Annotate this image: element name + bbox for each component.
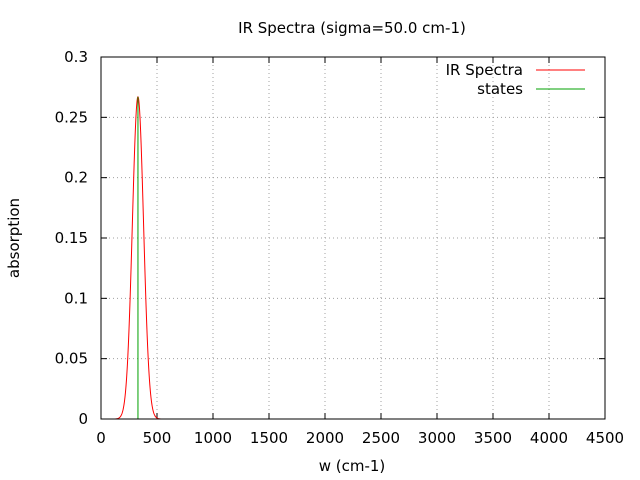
x-tick-label: 3500 <box>474 429 512 447</box>
x-tick-label: 4500 <box>586 429 624 447</box>
x-tick-label: 2000 <box>306 429 344 447</box>
x-tick-label: 500 <box>143 429 172 447</box>
axis-ticks: 0 500 1000 1500 2000 2500 3000 3500 4000 4500 0 0.0… <box>55 48 625 447</box>
plot-area <box>115 96 161 420</box>
x-tick-label: 2500 <box>362 429 400 447</box>
x-tick-label: 0 <box>96 429 106 447</box>
y-tick-label: 0 <box>78 410 88 428</box>
grid <box>101 57 605 419</box>
x-tick-label: 1500 <box>250 429 288 447</box>
x-tick-label: 3000 <box>418 429 456 447</box>
legend-label: states <box>477 80 523 98</box>
y-tick-label: 0.25 <box>55 108 88 126</box>
x-tick-label: 1000 <box>194 429 232 447</box>
y-tick-label: 0.15 <box>55 229 88 247</box>
y-tick-label: 0.05 <box>55 350 88 368</box>
chart-title: IR Spectra (sigma=50.0 cm-1) <box>238 19 466 37</box>
y-axis-label: absorption <box>5 198 23 278</box>
y-tick-label: 0.3 <box>64 48 88 66</box>
y-tick-label: 0.1 <box>64 289 88 307</box>
x-axis-label: w (cm-1) <box>319 457 386 475</box>
x-tick-label: 4000 <box>530 429 568 447</box>
legend-label: IR Spectra <box>446 61 523 79</box>
y-tick-label: 0.2 <box>64 169 88 187</box>
plot-frame <box>100 56 606 420</box>
